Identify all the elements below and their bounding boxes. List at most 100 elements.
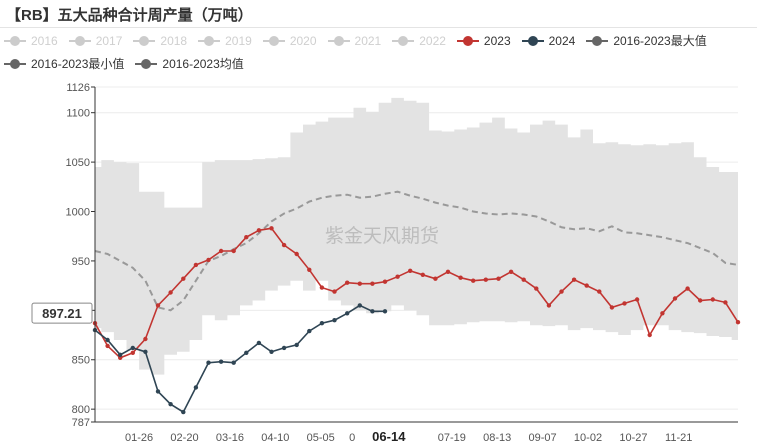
legend-label: 2023 xyxy=(483,34,511,48)
data-point-2023 xyxy=(471,278,476,283)
data-point-2024 xyxy=(370,309,375,314)
data-point-2023 xyxy=(332,289,337,294)
data-point-2024 xyxy=(244,350,249,355)
legend-item[interactable]: 2016-2023最大值 xyxy=(586,30,707,52)
data-point-2023 xyxy=(508,269,514,274)
legend-item[interactable]: 2021 xyxy=(327,30,381,52)
legend-item[interactable]: 2018 xyxy=(133,30,187,52)
series-line-2023 xyxy=(94,227,739,359)
data-point-2023 xyxy=(698,298,703,303)
legend-swatch-icon xyxy=(68,36,91,46)
data-point-2023 xyxy=(534,286,539,291)
legend-swatch-icon xyxy=(586,36,609,46)
data-point-2023 xyxy=(571,277,577,282)
data-point-2023 xyxy=(660,311,665,316)
x-tick-label: 06-14 xyxy=(372,429,406,444)
data-point-2023 xyxy=(307,267,312,272)
data-point-2023 xyxy=(672,296,678,301)
legend-label: 2016-2023最小值 xyxy=(31,57,125,71)
data-point-2023 xyxy=(647,332,652,338)
x-tick-label: 10-27 xyxy=(619,432,647,444)
data-point-2024 xyxy=(143,349,148,354)
x-tick-label: 04-10 xyxy=(261,432,289,444)
data-point-2023 xyxy=(483,277,488,282)
chart-title: 【RB】五大品种合计周产量（万吨） xyxy=(6,7,253,24)
data-point-2023 xyxy=(496,276,501,281)
legend-item[interactable]: 2019 xyxy=(198,30,252,52)
data-point-2023 xyxy=(559,289,564,294)
legend-item[interactable]: 2016-2023最小值 xyxy=(4,53,124,75)
data-point-2023 xyxy=(193,262,199,268)
data-point-2024 xyxy=(193,385,199,390)
crosshair-value-box xyxy=(31,302,93,324)
data-point-2023 xyxy=(735,320,741,325)
legend-item[interactable]: 2022 xyxy=(392,30,446,52)
y-tick-label: 1000 xyxy=(66,207,90,219)
legend-item[interactable]: 2016-2023均值 xyxy=(135,53,244,75)
data-point-2024 xyxy=(218,359,224,364)
chart-legend: 2016 2017 2018 2019 2020 2021 2022 2023 2024 2016… xyxy=(4,30,754,76)
x-tick-label: 01-26 xyxy=(125,432,153,444)
data-point-2024 xyxy=(319,321,325,326)
data-point-2023 xyxy=(105,343,110,349)
legend-item[interactable]: 2024 xyxy=(521,30,575,52)
legend-label: 2022 xyxy=(419,34,446,48)
y-tick-label: 787 xyxy=(72,417,90,429)
data-point-2023 xyxy=(319,285,325,290)
title-divider xyxy=(0,27,757,28)
legend-label: 2016 xyxy=(31,34,58,48)
data-point-2023 xyxy=(357,281,362,286)
legend-label: 2017 xyxy=(95,34,123,48)
data-point-2023 xyxy=(370,281,375,286)
legend-label: 2020 xyxy=(289,34,317,48)
data-point-2023 xyxy=(231,248,236,254)
data-point-2024 xyxy=(231,360,236,365)
legend-swatch-icon xyxy=(198,36,221,46)
data-point-2024 xyxy=(307,328,312,334)
x-tick-label: 02-20 xyxy=(170,432,198,444)
legend-label: 2016-2023最大值 xyxy=(613,34,707,48)
data-point-2023 xyxy=(181,276,186,281)
data-point-2023 xyxy=(168,290,173,295)
data-point-2024 xyxy=(105,337,110,343)
legend-swatch-icon xyxy=(521,36,544,46)
legend-item[interactable]: 2017 xyxy=(68,30,123,52)
data-point-2023 xyxy=(143,336,148,342)
data-point-2023 xyxy=(609,305,615,310)
max-min-band xyxy=(95,97,738,375)
legend-label: 2016-2023均值 xyxy=(162,57,244,71)
data-point-2023 xyxy=(155,303,161,308)
data-point-2023 xyxy=(408,268,413,273)
data-point-2023 xyxy=(218,248,224,254)
data-point-2023 xyxy=(521,277,526,282)
series-line-mean xyxy=(94,190,739,312)
legend-item[interactable]: 2020 xyxy=(262,30,317,52)
legend-item[interactable]: 2016 xyxy=(4,30,58,52)
legend-swatch-icon xyxy=(456,36,479,46)
legend-swatch-icon xyxy=(133,36,156,46)
data-point-2023 xyxy=(269,226,274,231)
data-point-2024 xyxy=(256,340,262,346)
data-point-2023 xyxy=(685,286,690,291)
x-tick-label: 05-05 xyxy=(307,432,335,444)
data-point-2023 xyxy=(458,275,463,280)
y-tick-label: 850 xyxy=(72,355,90,367)
legend-item[interactable]: 2023 xyxy=(456,30,511,52)
data-point-2023 xyxy=(256,228,262,233)
legend-swatch-icon xyxy=(327,36,350,46)
data-point-2024 xyxy=(130,345,135,351)
data-point-2023 xyxy=(546,303,552,308)
data-point-2023 xyxy=(294,251,299,257)
x-tick-label: 03-16 xyxy=(216,432,244,444)
x-tick-label: 10-02 xyxy=(574,432,602,444)
data-point-2023 xyxy=(723,300,728,305)
data-point-2024 xyxy=(294,342,299,348)
x-tick-label: 08-13 xyxy=(483,432,511,444)
data-point-2023 xyxy=(395,274,400,279)
data-point-2024 xyxy=(155,389,161,394)
data-point-2023 xyxy=(206,257,211,263)
data-point-2023 xyxy=(433,276,438,281)
y-tick-label: 1100 xyxy=(66,108,90,120)
data-point-2024 xyxy=(332,318,337,323)
